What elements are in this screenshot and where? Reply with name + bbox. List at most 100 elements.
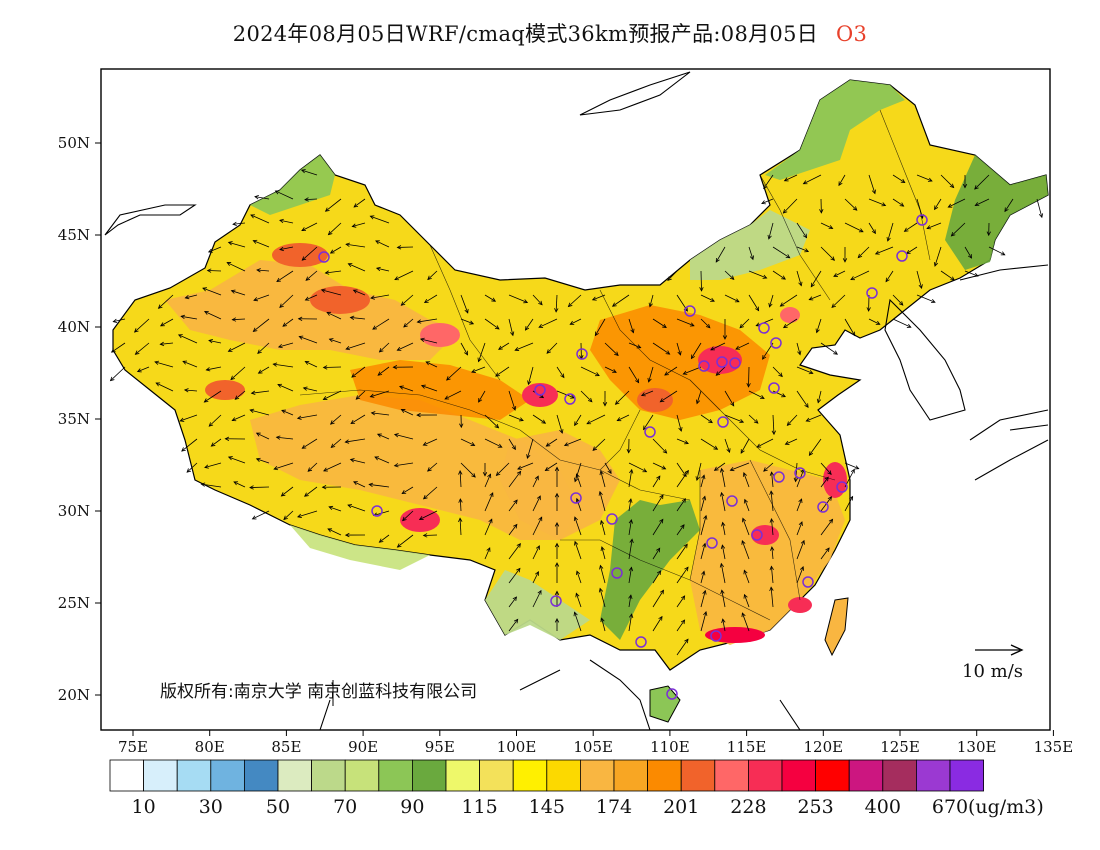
station-marker [635,636,647,648]
wind-arrow [231,290,246,296]
wind-arrow [652,570,661,584]
wind-arrowhead [886,236,891,242]
wind-arrowhead [842,258,848,263]
wind-arrow [460,318,474,325]
wind-arrowhead [233,481,239,486]
station-markers [318,214,928,700]
wind-arrowhead [973,272,979,277]
wind-arrowhead [600,617,605,623]
wind-arrow [446,366,462,381]
wind-arrow [676,524,685,536]
wind-arrowhead [701,570,706,576]
wind-arrow [720,563,726,584]
wind-vectors [109,169,1044,656]
wind-arrowhead [301,227,306,232]
wind-arrowhead [554,308,559,313]
wind-arrowhead [630,328,635,334]
wind-arrow [772,270,786,280]
lat-tick-label: 35N [58,410,90,428]
wind-arrow [714,462,726,471]
wind-arrowhead [677,350,682,356]
wind-arrowhead [403,323,408,328]
wind-arrow [574,612,582,632]
wind-arrowhead [761,200,766,205]
wind-arrow [508,568,521,584]
wind-arrowhead [808,370,814,375]
wind-arrow [652,475,661,488]
wind-arrowhead [205,367,211,372]
wind-arrowhead [720,544,726,550]
chart-title: 2024年08月05日WRF/cmaq模式36km预报产品:08月05日 O3 [0,18,1100,48]
wind-arrow [652,548,661,560]
wind-arrowhead [272,362,278,367]
wind-arrow [160,342,174,345]
wind-arrow [257,342,270,354]
wind-arrow [444,390,462,400]
wind-arrowhead [949,183,955,189]
wind-arrowhead [768,302,773,308]
wind-arrow [700,590,706,608]
colorbar-swatch [176,759,212,792]
colorbar-swatch [882,759,917,792]
wind-arrow [484,318,500,330]
colorbar-label: 90 [400,796,424,818]
wind-arrow [796,498,802,512]
wind-arrow [401,486,414,494]
wind-arrowhead [328,338,334,343]
wind-arrow [208,414,222,427]
wind-arrowhead [710,297,715,302]
wind-arrow [628,342,641,348]
wind-arrow [471,366,486,373]
wind-arrowhead [519,417,524,422]
wind-arrowhead [538,300,543,306]
wind-arrow [323,390,342,400]
lat-tick-label: 20N [58,686,90,704]
wind-arrow [676,544,688,560]
wind-arrowhead [423,298,429,304]
wind-arrow [275,190,294,200]
wind-arrow [599,491,606,512]
wind-arrowhead [538,516,543,522]
wind-arrow [817,390,822,403]
wind-arrow [964,246,972,259]
colorbar-label: 228 [730,796,766,818]
caspian-coastline [104,204,197,236]
wind-arrow [305,294,318,301]
wind-arrowhead [591,296,597,301]
wind-arrow [350,459,366,464]
wind-arrowhead [749,255,755,261]
wind-arrowhead [656,570,662,575]
wind-arrowhead [755,306,760,312]
wind-arrow [249,486,270,488]
wind-arrowhead [304,360,310,365]
wind-arrow [204,390,222,403]
wind-arrowhead [323,467,328,472]
wind-arrowhead [250,214,255,219]
wind-arrow [710,342,726,351]
wind-arrow [402,510,414,521]
wind-arrowhead [667,276,672,282]
wind-arrowhead [427,467,432,472]
wind-arrowhead [257,369,263,374]
wind-arrow [652,494,664,512]
wind-arrowhead [179,417,185,422]
wind-arrow [508,294,528,303]
wind-arrow [772,414,775,435]
wind-arrowhead [494,423,500,429]
wind-arrowhead [903,227,909,232]
wind-arrow [604,342,619,356]
wind-arrowhead [513,618,519,624]
wind-arrowhead [739,418,745,423]
wind-arrowhead [684,469,689,475]
wind-arrowhead [184,294,190,300]
wind-arrowhead [569,320,575,325]
wind-arrow [252,510,270,520]
wind-arrowhead [828,518,834,524]
wind-arrow [574,414,582,426]
wind-arrow [974,174,990,190]
wind-arrowhead [730,401,735,407]
wind-arrowhead [368,482,374,488]
colorbar-swatch [109,759,144,792]
wind-arrowhead [933,261,939,267]
wind-arrowhead [401,489,407,495]
